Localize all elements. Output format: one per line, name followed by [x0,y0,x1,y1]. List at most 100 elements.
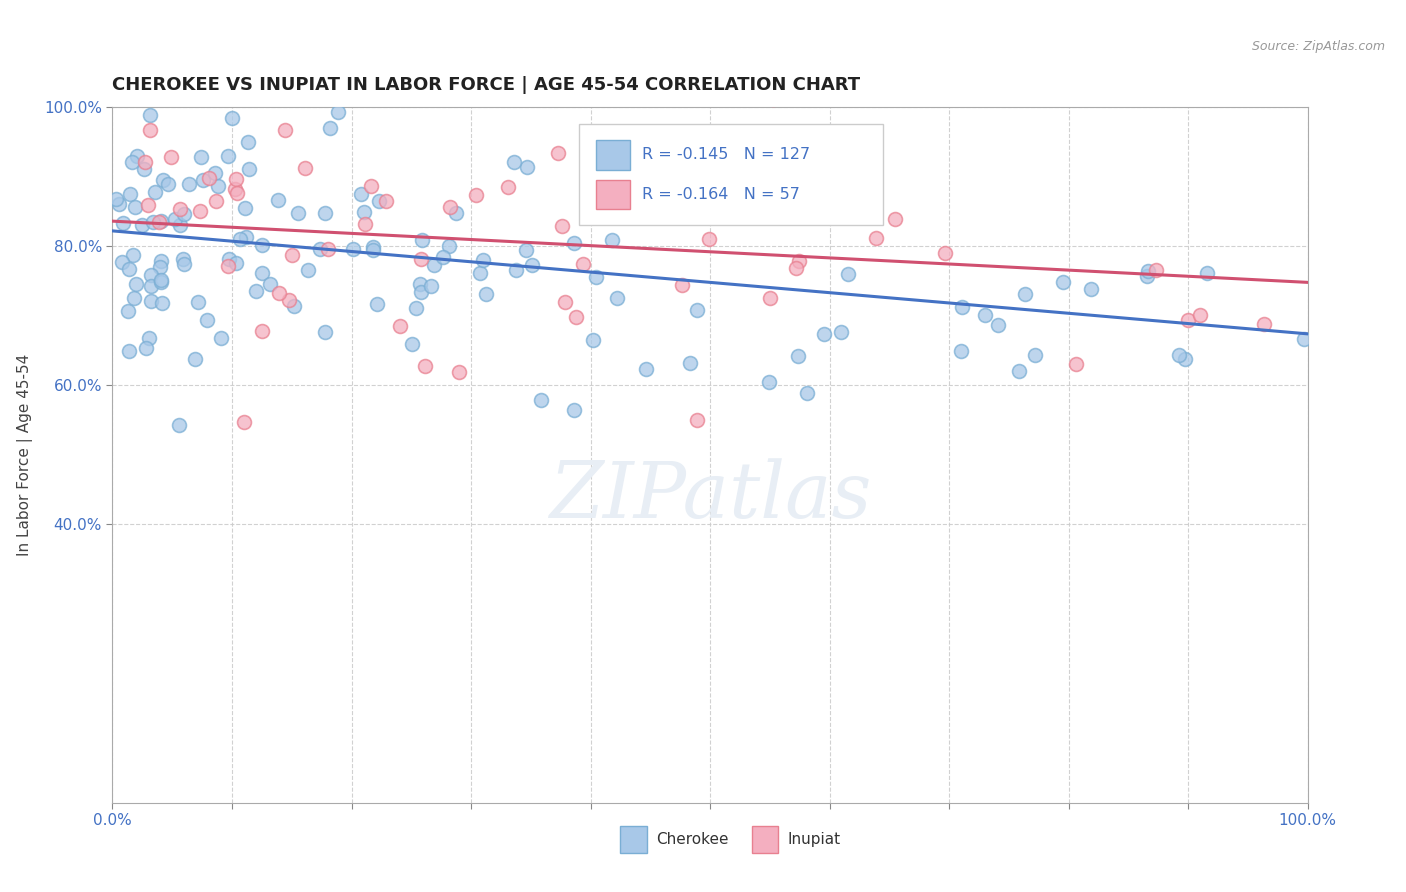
Point [141,268,163,282]
Point [235,229,257,244]
Point [366,297,388,311]
Point [218,252,240,266]
Point [1174,352,1197,367]
Bar [596,140,630,169]
Point [294,161,316,176]
Point [409,252,432,266]
Point [496,180,519,194]
Point [250,266,273,280]
Point [138,331,160,345]
Point [762,92,785,106]
Point [149,253,172,268]
Text: R = -0.145   N = 127: R = -0.145 N = 127 [643,147,810,161]
Point [233,415,256,429]
Point [1253,317,1275,331]
Point [207,178,229,193]
Point [465,188,488,202]
Text: Inupiat: Inupiat [787,832,841,847]
Point [163,212,186,227]
Y-axis label: In Labor Force | Age 45-54: In Labor Force | Age 45-54 [17,354,32,556]
Point [602,136,624,150]
Point [149,213,172,227]
Point [225,256,247,270]
Point [1052,275,1074,289]
Point [551,219,574,234]
Point [316,242,339,256]
Point [252,238,274,252]
Point [1136,269,1159,284]
Point [950,344,973,359]
Point [759,158,782,172]
Point [173,207,195,221]
Point [214,86,236,100]
Point [562,235,585,250]
Point [472,252,495,267]
Point [503,154,526,169]
Point [148,215,170,229]
Point [515,243,537,257]
Point [1188,308,1211,322]
Point [554,294,576,309]
Point [758,375,780,389]
Point [187,295,209,310]
Point [679,356,702,370]
Point [122,291,145,305]
Point [150,296,173,310]
Point [423,258,446,272]
Point [849,200,872,214]
Point [204,166,226,180]
Text: ZIPatlas: ZIPatlas [548,458,872,535]
Point [1080,282,1102,296]
Point [1292,332,1315,346]
Text: Cherokee: Cherokee [657,832,728,847]
Point [217,260,239,274]
Point [342,243,364,257]
Point [934,246,956,260]
Point [198,170,221,185]
Point [319,120,342,135]
Point [360,178,382,193]
Point [138,198,160,212]
Point [149,275,172,289]
Point [160,150,183,164]
Point [353,204,375,219]
Point [173,256,195,270]
Point [789,253,811,268]
Point [280,248,302,262]
Point [124,277,146,292]
Point [446,206,468,220]
Point [188,203,211,218]
Point [1024,348,1046,362]
Point [121,155,143,169]
Point [361,244,384,258]
Point [118,343,141,358]
Bar [752,827,778,853]
Point [572,257,595,271]
Point [326,105,349,120]
Point [314,206,336,220]
Point [195,312,218,326]
Point [108,197,131,211]
Point [309,242,332,256]
Point [172,252,194,266]
Point [125,148,148,162]
Point [283,299,305,313]
Point [139,293,162,308]
Point [145,185,167,199]
Point [420,279,443,293]
Point [686,303,709,318]
Point [139,278,162,293]
Point [837,267,859,281]
Point [411,233,433,247]
Point [233,202,256,216]
Point [1167,348,1189,362]
Point [1195,266,1218,280]
Point [697,232,720,246]
Text: Source: ZipAtlas.com: Source: ZipAtlas.com [1251,40,1385,54]
Point [855,194,877,209]
Point [1177,313,1199,327]
Point [278,293,301,308]
Point [169,202,191,216]
Point [152,173,174,187]
Point [516,160,538,174]
